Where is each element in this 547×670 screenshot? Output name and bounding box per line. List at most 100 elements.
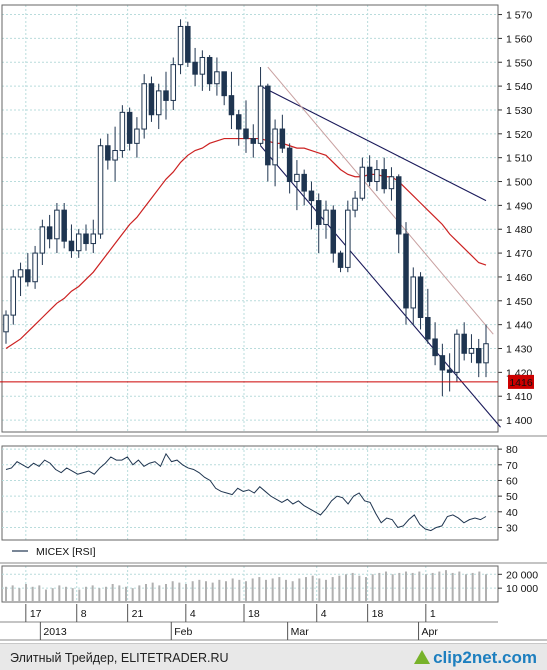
candle-up xyxy=(32,252,38,283)
rsi-tick-label: 40 xyxy=(506,507,518,519)
candle-down xyxy=(286,147,293,183)
x-month-label: Mar xyxy=(291,626,310,638)
candle-down xyxy=(185,25,191,63)
candle-down xyxy=(461,333,467,354)
y-tick-label: 1 400 xyxy=(506,415,532,427)
y-tick-label: 1 510 xyxy=(506,153,532,165)
rsi-line xyxy=(5,452,487,532)
channel-upper-line xyxy=(260,85,487,202)
y-tick-label: 1 550 xyxy=(506,57,532,69)
brand-text: clip2net.com xyxy=(433,648,537,667)
candle-down xyxy=(425,316,431,340)
candle-up xyxy=(410,276,417,309)
candle-up xyxy=(323,209,329,225)
x-day-label: 4 xyxy=(321,608,327,620)
candle-up xyxy=(10,276,17,316)
candle-down xyxy=(243,128,249,140)
candle-down xyxy=(381,169,387,190)
x-day-label: 1 xyxy=(430,608,436,620)
volume-tick-label: 20 000 xyxy=(506,569,538,581)
candle-down xyxy=(330,209,337,254)
volume-panel-frame xyxy=(1,565,499,603)
candle-down xyxy=(25,269,31,283)
candle-up xyxy=(199,56,206,75)
channel-mid-line xyxy=(267,66,494,335)
candle-up xyxy=(272,128,278,166)
level-label-box xyxy=(508,374,534,389)
candle-up xyxy=(483,343,489,364)
y-tick-label: 1 460 xyxy=(506,272,532,284)
candle-down xyxy=(315,200,322,225)
candle-up xyxy=(388,176,395,190)
x-month-label: 2013 xyxy=(43,626,67,638)
candle-down xyxy=(265,85,271,166)
candle-down xyxy=(337,252,344,268)
candle-down xyxy=(83,233,89,245)
y-tick-label: 1 500 xyxy=(506,177,532,189)
candle-down xyxy=(301,173,307,192)
rsi-tick-label: 60 xyxy=(506,475,518,487)
rsi-tick-label: 80 xyxy=(506,444,518,456)
y-tick-label: 1 480 xyxy=(506,224,532,236)
x-day-label: 18 xyxy=(372,608,384,620)
candle-down xyxy=(126,111,133,144)
candle-down xyxy=(432,338,438,357)
candle-up xyxy=(468,348,475,354)
y-tick-label: 1 450 xyxy=(506,296,532,308)
candle-up xyxy=(3,314,9,333)
candle-up xyxy=(119,111,126,152)
level-label: 1416 xyxy=(509,377,533,389)
x-day-label: 17 xyxy=(30,608,42,620)
x-month-label: Feb xyxy=(174,626,192,638)
candle-up xyxy=(155,90,162,116)
candle-up xyxy=(17,269,24,278)
candle-down xyxy=(395,176,402,235)
candle-down xyxy=(221,71,227,97)
volume-tick-label: 10 000 xyxy=(506,583,538,595)
candle-down xyxy=(417,276,424,318)
candle-up xyxy=(294,173,300,183)
y-tick-label: 1 440 xyxy=(506,320,532,332)
rsi-tick-label: 30 xyxy=(506,522,518,534)
candle-down xyxy=(105,145,111,161)
candle-down xyxy=(279,128,286,149)
candle-down xyxy=(250,138,257,144)
rsi-legend-label: MICEX [RSI] xyxy=(36,546,96,558)
rsi-tick-label: 50 xyxy=(506,491,518,503)
channel-lower-line xyxy=(260,145,501,428)
candle-down xyxy=(61,209,67,242)
candle-up xyxy=(170,64,177,101)
candle-up xyxy=(454,333,460,373)
candle-down xyxy=(148,83,155,116)
y-tick-label: 1 570 xyxy=(506,10,532,22)
y-tick-label: 1 470 xyxy=(506,248,532,260)
micex-chart: 1 570 1 560 1 550 1 540 1 530 1 520 1 510 1 500… xyxy=(0,4,547,641)
candle-down xyxy=(475,348,482,364)
candle-down xyxy=(228,95,235,116)
candle-up xyxy=(75,233,82,252)
candle-up xyxy=(54,209,60,240)
rsi-tick-label: 70 xyxy=(506,460,518,472)
x-month-label: Apr xyxy=(422,626,439,638)
candle-up xyxy=(352,197,358,211)
y-tick-label: 1 410 xyxy=(506,391,532,403)
candle-up xyxy=(177,25,184,66)
candle-down xyxy=(366,166,373,183)
candle-up xyxy=(112,150,118,161)
x-day-label: 18 xyxy=(248,608,260,620)
main-panel-frame xyxy=(1,4,499,433)
brand-logo[interactable]: clip2net.com xyxy=(414,648,537,668)
y-tick-label: 1 540 xyxy=(506,81,532,93)
x-day-label: 8 xyxy=(81,608,87,620)
candle-up xyxy=(134,128,140,144)
arrow-up-icon xyxy=(414,650,431,664)
candle-down xyxy=(403,233,409,309)
y-tick-label: 1 430 xyxy=(506,344,532,356)
y-tick-label: 1 490 xyxy=(506,200,532,212)
candle-up xyxy=(257,85,264,144)
candle-down xyxy=(235,114,242,130)
candle-down xyxy=(446,369,453,373)
candle-down xyxy=(163,90,169,101)
candle-up xyxy=(345,209,351,268)
